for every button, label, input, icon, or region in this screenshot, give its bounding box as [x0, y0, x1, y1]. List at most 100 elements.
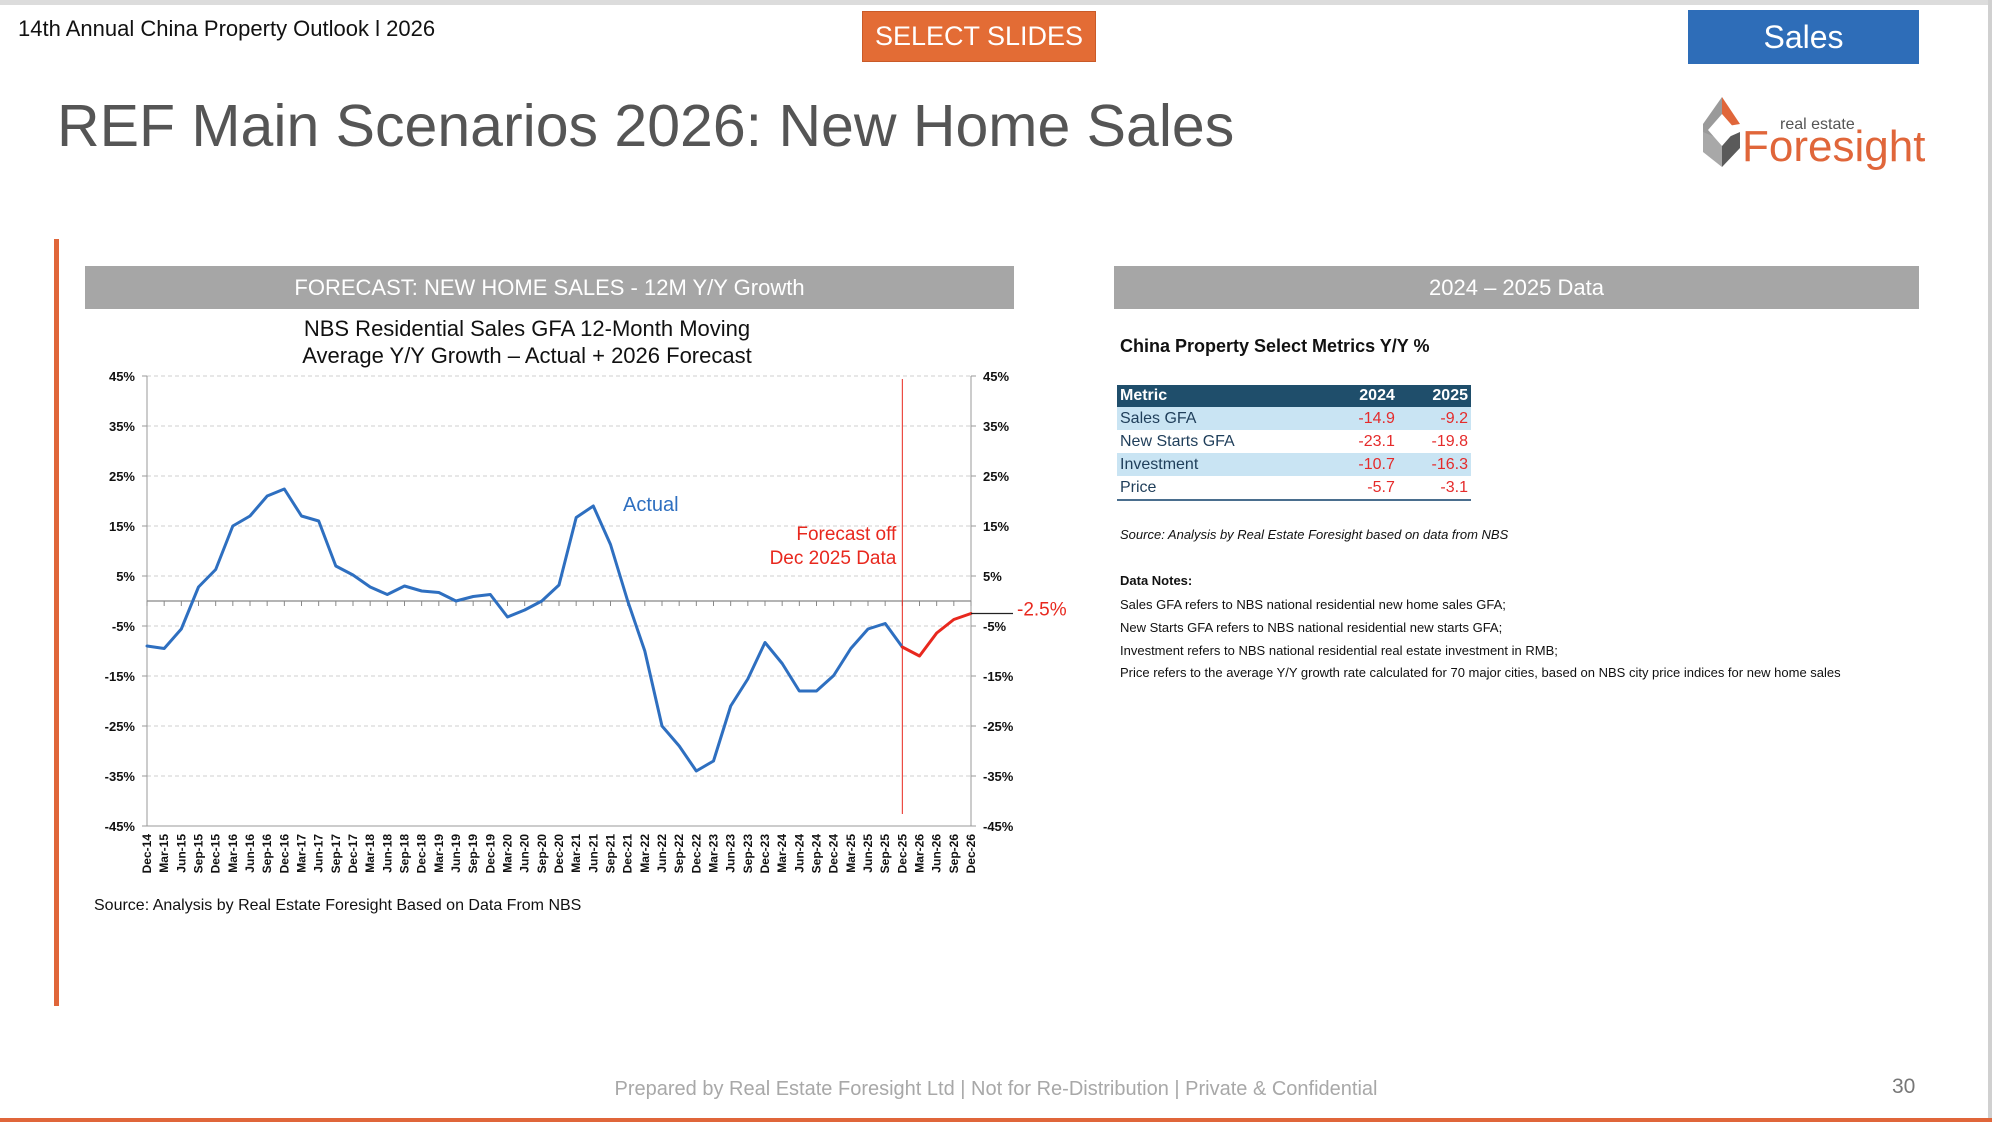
- select-slides-button[interactable]: SELECT SLIDES: [862, 11, 1096, 62]
- x-axis-label: Sep-15: [192, 834, 206, 874]
- window-right-edge: [1988, 0, 1992, 1122]
- x-axis-label: Dec-14: [140, 834, 154, 874]
- y-axis-label-left: 45%: [109, 369, 135, 384]
- x-axis-label: Mar-24: [775, 834, 789, 873]
- x-axis-label: Mar-25: [844, 834, 858, 873]
- x-axis-label: Jun-18: [380, 834, 394, 873]
- x-axis-label: Dec-19: [483, 834, 497, 874]
- value-2024: -10.7: [1324, 453, 1398, 476]
- sales-section-button[interactable]: Sales: [1688, 10, 1919, 64]
- x-axis-label: Mar-23: [707, 834, 721, 873]
- column-header-metric: Metric: [1117, 385, 1325, 407]
- chart-source: Source: Analysis by Real Estate Foresigh…: [94, 897, 582, 914]
- data-notes-heading: Data Notes:: [1120, 573, 1193, 588]
- data-note: Investment refers to NBS national reside…: [1120, 643, 1558, 658]
- x-axis-label: Jun-24: [792, 834, 806, 873]
- x-axis-label: Jun-23: [724, 834, 738, 873]
- x-axis-label: Mar-26: [913, 834, 927, 873]
- y-axis-label-left: -35%: [105, 769, 136, 784]
- y-axis-label-right: 15%: [983, 519, 1009, 534]
- actual-series-label: Actual: [623, 494, 679, 516]
- data-panel-heading: 2024 – 2025 Data: [1114, 266, 1919, 309]
- real-estate-foresight-logo: real estate Foresight: [1700, 92, 1925, 176]
- metrics-table-title: China Property Select Metrics Y/Y %: [1120, 336, 1430, 356]
- series-line-actual: [145, 487, 904, 773]
- x-axis-label: Sep-16: [260, 834, 274, 874]
- footer-disclaimer: Prepared by Real Estate Foresight Ltd | …: [614, 1078, 1378, 1100]
- metric-name: Price: [1120, 478, 1157, 496]
- metric-name: Investment: [1117, 453, 1325, 476]
- x-axis-label: Sep-22: [672, 834, 686, 874]
- y-axis-label-right: -25%: [983, 719, 1014, 734]
- x-axis-label: Jun-16: [243, 834, 257, 873]
- value-2025: -3.1: [1440, 478, 1468, 496]
- chart-title-line1: NBS Residential Sales GFA 12-Month Movin…: [303, 316, 751, 341]
- value-2025: -9.2: [1397, 407, 1471, 430]
- y-axis-label-right: -45%: [983, 819, 1014, 834]
- x-axis-label: Jun-19: [449, 834, 463, 873]
- value-2025: -16.3: [1397, 453, 1471, 476]
- table-row: Price -5.7 -3.1: [1117, 476, 1471, 500]
- y-axis-label-right: -5%: [983, 619, 1007, 634]
- x-axis-label: Dec-22: [689, 834, 703, 874]
- data-note: Price refers to the average Y/Y growth r…: [1120, 665, 1841, 680]
- svg-text:Foresight: Foresight: [1742, 122, 1925, 171]
- y-axis-label-left: 5%: [116, 569, 135, 584]
- y-axis-label-left: 15%: [109, 519, 135, 534]
- y-axis-label-right: -35%: [983, 769, 1014, 784]
- y-axis-label-right: 25%: [983, 469, 1009, 484]
- value-2025: -19.8: [1431, 432, 1468, 450]
- x-axis-label: Dec-15: [209, 834, 223, 874]
- forecast-label-line2: Dec 2025 Data: [770, 548, 897, 569]
- x-axis-label: Dec-16: [277, 834, 291, 874]
- value-2024: -14.9: [1324, 407, 1398, 430]
- x-axis-label: Jun-22: [655, 834, 669, 873]
- metric-name: New Starts GFA: [1120, 432, 1235, 450]
- x-axis-label: Mar-22: [638, 834, 652, 873]
- data-note: New Starts GFA refers to NBS national re…: [1120, 620, 1503, 635]
- column-header-2024: 2024: [1324, 385, 1398, 407]
- x-axis-label: Jun-21: [586, 834, 600, 873]
- x-axis-label: Mar-15: [157, 834, 171, 873]
- y-axis-label-right: 45%: [983, 369, 1009, 384]
- x-axis-label: Sep-24: [810, 834, 824, 874]
- x-axis-label: Dec-20: [552, 834, 566, 874]
- y-axis-label-right: -15%: [983, 669, 1014, 684]
- window-top-bar: [0, 0, 1992, 5]
- x-axis-label: Sep-21: [604, 834, 618, 874]
- sales-growth-chart: 45% 45% 35% 35% 25% 25% 15% 15% 5% 5% -5% -5% -15% -1…: [105, 369, 1067, 874]
- value-2024: -23.1: [1358, 432, 1395, 450]
- y-axis-label-left: -5%: [112, 619, 136, 634]
- forecast-label-line1: Forecast off: [796, 524, 897, 545]
- x-axis-label: Mar-17: [295, 834, 309, 873]
- x-axis-label: Jun-20: [518, 834, 532, 873]
- x-axis-label: Mar-18: [363, 834, 377, 873]
- y-axis-label-left: -25%: [105, 719, 136, 734]
- y-axis-label-right: 5%: [983, 569, 1002, 584]
- left-accent-bar: [54, 239, 59, 1006]
- y-axis-label-left: 25%: [109, 469, 135, 484]
- x-axis-label: Dec-24: [827, 834, 841, 874]
- y-axis-label-left: 35%: [109, 419, 135, 434]
- svg-text:real estate: real estate: [1780, 116, 1855, 133]
- x-axis-label: Dec-26: [964, 834, 978, 874]
- chart-title: NBS Residential Sales GFA 12-Month Movin…: [227, 315, 827, 369]
- x-axis-label: Sep-17: [329, 834, 343, 874]
- bottom-accent-line: [0, 1118, 1992, 1122]
- value-2024: -5.7: [1367, 478, 1395, 496]
- x-axis-label: Sep-19: [466, 834, 480, 874]
- logo-diamond-icon: real estate Foresight: [1703, 97, 1925, 171]
- column-header-2025: 2025: [1397, 385, 1471, 407]
- table-row: Investment -10.7 -16.3: [1117, 453, 1471, 476]
- x-axis-label: Mar-20: [501, 834, 515, 873]
- page-number: 30: [1892, 1075, 1916, 1098]
- x-axis-label: Dec-18: [415, 834, 429, 874]
- x-axis-label: Sep-18: [398, 834, 412, 874]
- x-axis-label: Dec-21: [621, 834, 635, 874]
- deck-title: 14th Annual China Property Outlook l 202…: [18, 16, 436, 41]
- metric-name: Sales GFA: [1117, 407, 1325, 430]
- x-axis-label: Dec-17: [346, 834, 360, 874]
- x-axis-label: Mar-16: [226, 834, 240, 873]
- x-axis-label: Jun-25: [861, 834, 875, 873]
- x-axis-label: Dec-25: [895, 834, 909, 874]
